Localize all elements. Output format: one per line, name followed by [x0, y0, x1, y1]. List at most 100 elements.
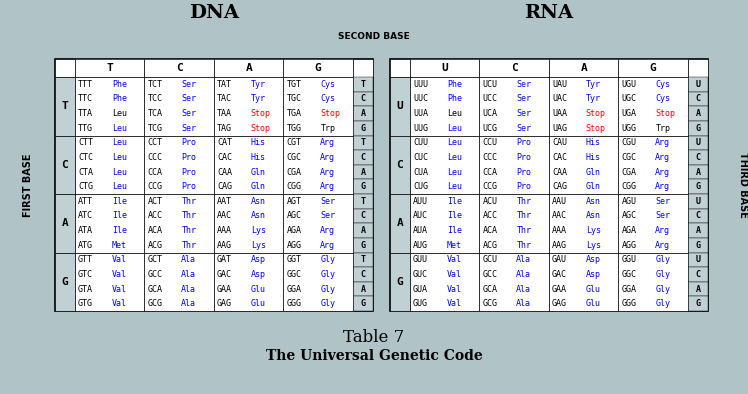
Text: RNA: RNA	[524, 4, 574, 22]
Text: GCG: GCG	[482, 299, 497, 308]
Bar	[390, 253, 410, 311]
Bar	[688, 253, 708, 267]
Text: T: T	[361, 197, 366, 206]
Text: A: A	[361, 109, 366, 118]
Text: AAC: AAC	[217, 212, 232, 220]
Bar	[410, 136, 479, 194]
Text: UUA: UUA	[413, 109, 428, 118]
Text: GTT: GTT	[78, 255, 93, 264]
Text: Glu: Glu	[586, 299, 601, 308]
Text: AGG: AGG	[286, 241, 301, 250]
Text: Ile: Ile	[112, 197, 127, 206]
Text: GAU: GAU	[552, 255, 567, 264]
Text: C: C	[361, 212, 366, 220]
Text: Gly: Gly	[655, 255, 670, 264]
Text: G: G	[650, 63, 657, 73]
Bar	[688, 296, 708, 311]
Text: TCT: TCT	[147, 80, 162, 89]
Text: CCA: CCA	[482, 167, 497, 177]
Bar	[688, 194, 708, 209]
Text: GTC: GTC	[78, 270, 93, 279]
Text: GCT: GCT	[147, 255, 162, 264]
Bar	[214, 194, 283, 253]
Text: U: U	[396, 101, 403, 111]
Text: Trp: Trp	[320, 124, 335, 133]
Bar	[479, 194, 549, 253]
Bar	[144, 194, 214, 253]
Text: TAG: TAG	[217, 124, 232, 133]
Text: AAA: AAA	[552, 226, 567, 235]
Text: G: G	[396, 277, 403, 287]
Text: A: A	[361, 167, 366, 177]
Text: The Universal Genetic Code: The Universal Genetic Code	[266, 349, 482, 363]
Text: Leu: Leu	[447, 167, 462, 177]
Text: C: C	[696, 270, 700, 279]
Bar	[390, 77, 410, 136]
Text: Phe: Phe	[447, 95, 462, 104]
Text: Arg: Arg	[320, 138, 335, 147]
Bar	[353, 267, 373, 282]
Text: Arg: Arg	[655, 138, 670, 147]
Bar	[688, 179, 708, 194]
Bar	[283, 77, 353, 136]
Text: Ile: Ile	[112, 226, 127, 235]
Text: Gly: Gly	[320, 299, 335, 308]
Bar	[75, 136, 144, 194]
Bar	[55, 59, 373, 311]
Text: G: G	[696, 241, 700, 250]
Bar	[390, 59, 708, 311]
Text: DNA: DNA	[189, 4, 239, 22]
Text: U: U	[696, 197, 700, 206]
Text: TAT: TAT	[217, 80, 232, 89]
Bar	[479, 59, 549, 77]
Text: GTA: GTA	[78, 284, 93, 294]
Text: A: A	[580, 63, 587, 73]
Bar	[549, 59, 619, 77]
Text: Gln: Gln	[251, 182, 266, 191]
Bar	[214, 77, 283, 136]
Text: GGU: GGU	[622, 255, 637, 264]
Bar	[688, 238, 708, 253]
Bar	[688, 223, 708, 238]
Bar	[75, 59, 144, 77]
Text: UGC: UGC	[622, 95, 637, 104]
Text: A: A	[696, 167, 700, 177]
Text: UCC: UCC	[482, 95, 497, 104]
Text: GAG: GAG	[217, 299, 232, 308]
Text: TGC: TGC	[286, 95, 301, 104]
Text: CCC: CCC	[147, 153, 162, 162]
Bar	[75, 194, 144, 253]
Text: AGG: AGG	[622, 241, 637, 250]
Text: Glu: Glu	[586, 284, 601, 294]
Text: CUU: CUU	[413, 138, 428, 147]
Text: CGC: CGC	[622, 153, 637, 162]
Text: T: T	[361, 138, 366, 147]
Text: Asp: Asp	[251, 255, 266, 264]
Text: G: G	[361, 241, 366, 250]
Text: Ile: Ile	[447, 212, 462, 220]
Text: Leu: Leu	[112, 153, 127, 162]
Text: Ala: Ala	[516, 255, 531, 264]
Text: Ala: Ala	[516, 270, 531, 279]
Bar	[353, 165, 373, 179]
Text: GAC: GAC	[217, 270, 232, 279]
Text: Leu: Leu	[447, 124, 462, 133]
Bar	[353, 253, 373, 267]
Text: Gln: Gln	[586, 182, 601, 191]
Text: Ala: Ala	[181, 270, 196, 279]
Text: TCG: TCG	[147, 124, 162, 133]
Text: Gln: Gln	[586, 167, 601, 177]
Text: Leu: Leu	[447, 138, 462, 147]
Text: Phe: Phe	[112, 95, 127, 104]
Text: ACC: ACC	[147, 212, 162, 220]
Bar	[353, 136, 373, 150]
Text: CUG: CUG	[413, 182, 428, 191]
Text: His: His	[586, 153, 601, 162]
Text: Stop: Stop	[320, 109, 340, 118]
Text: Leu: Leu	[447, 182, 462, 191]
Text: Ile: Ile	[447, 197, 462, 206]
Text: GUA: GUA	[413, 284, 428, 294]
Bar	[619, 253, 688, 311]
Text: Leu: Leu	[112, 109, 127, 118]
Text: C: C	[696, 212, 700, 220]
